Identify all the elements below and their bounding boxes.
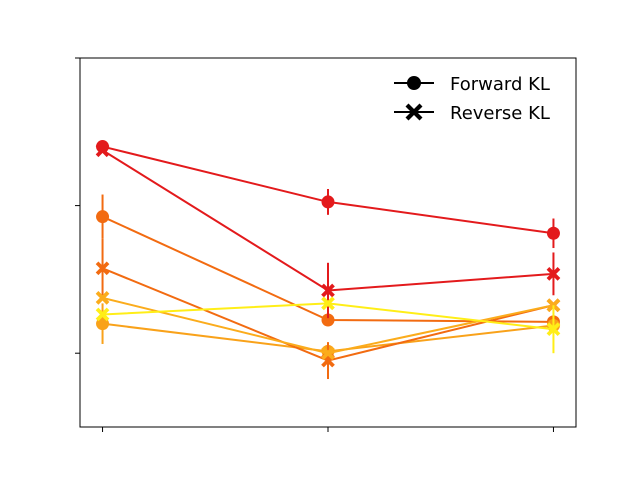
data-point-0-1 [321, 195, 335, 209]
data-point-0-0 [96, 140, 110, 154]
legend-label-forward-kl: Forward KL [450, 74, 550, 95]
legend-x-icon [405, 103, 423, 121]
series-6 [95, 296, 561, 354]
data-point-6-1 [321, 296, 335, 311]
legend-entry-forward-kl: Forward KL [394, 74, 550, 95]
data-point-1-1 [321, 313, 335, 327]
data-point-3-2 [546, 267, 561, 281]
data-point-6-0 [95, 307, 110, 322]
data-point-1-0 [96, 210, 110, 224]
chart-marks [95, 140, 561, 380]
data-point-6-2 [546, 322, 561, 337]
data-point-5-1 [321, 346, 335, 361]
data-point-5-0 [95, 291, 110, 305]
data-point-4-0 [95, 261, 110, 276]
legend-entry-reverse-kl: Reverse KL [394, 103, 550, 124]
legend-label-reverse-kl: Reverse KL [450, 103, 550, 124]
data-point-3-0 [95, 143, 110, 158]
series-0 [96, 140, 560, 249]
data-point-3-1 [321, 283, 335, 298]
series-3 [95, 143, 561, 319]
legend: Forward KL Reverse KL [386, 66, 566, 132]
data-point-2-0 [96, 317, 110, 331]
legend-circle-icon [407, 76, 421, 90]
data-point-0-2 [546, 226, 560, 240]
axis-ticks [75, 57, 554, 432]
